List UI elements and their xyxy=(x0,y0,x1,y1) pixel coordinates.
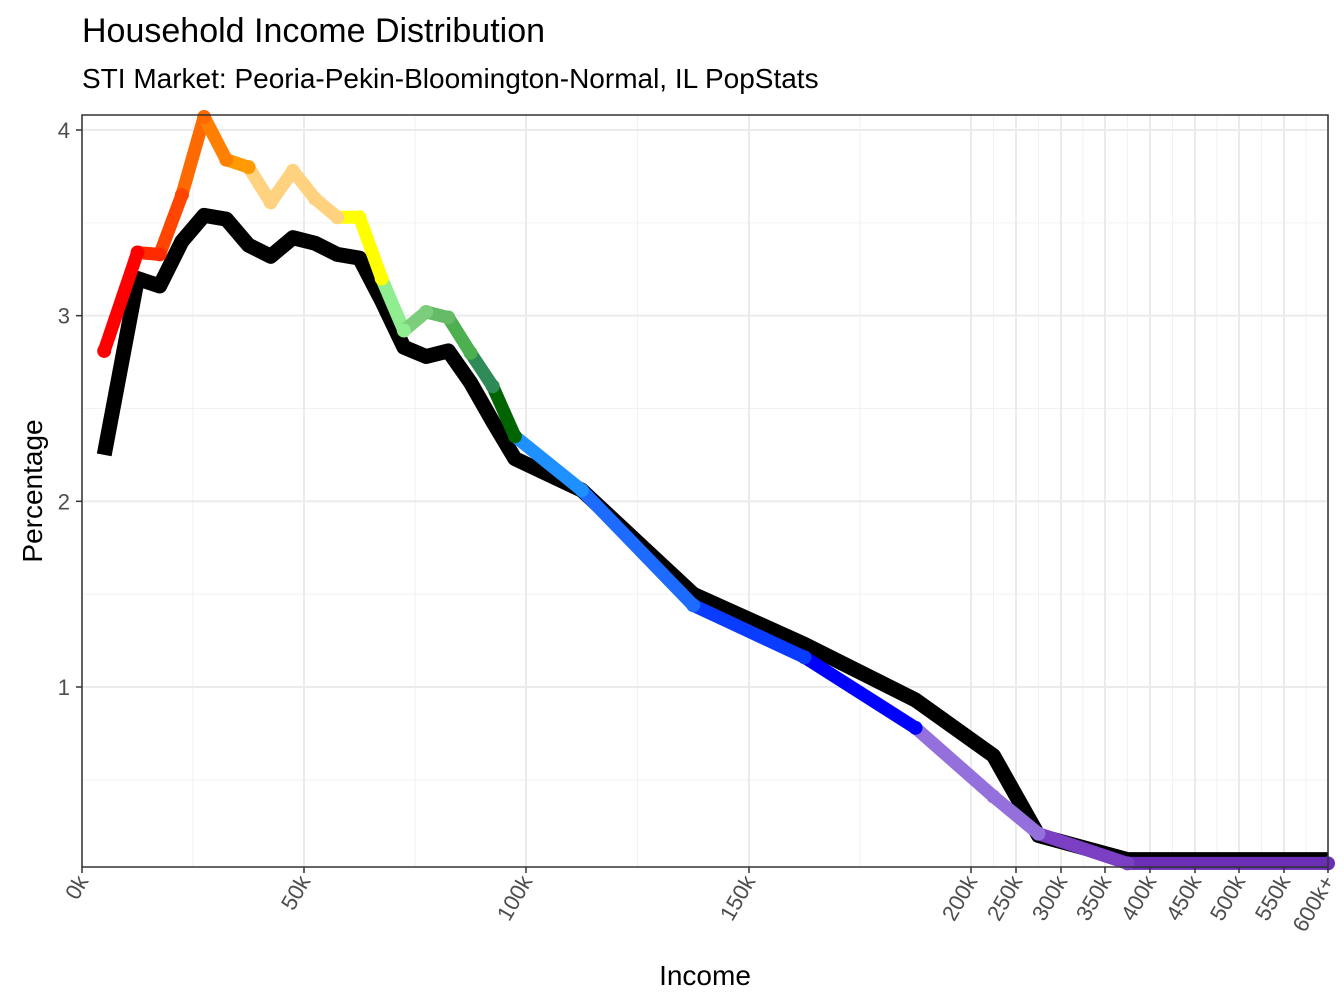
chart-title: Household Income Distribution xyxy=(82,12,546,50)
series-point xyxy=(152,247,167,262)
series-point xyxy=(1120,856,1135,871)
series-point xyxy=(463,345,478,360)
series-segment xyxy=(508,429,589,497)
series-point xyxy=(797,650,812,665)
series-point xyxy=(485,379,500,394)
series-point xyxy=(441,310,456,325)
x-tick-label: 600k+ xyxy=(1287,871,1339,936)
series-segment xyxy=(486,379,522,443)
x-tick-label: 300k xyxy=(1027,870,1073,925)
series-point xyxy=(330,210,345,225)
y-tick-label: 2 xyxy=(58,489,70,514)
series-point xyxy=(97,343,112,358)
x-tick-label: 50k xyxy=(276,870,316,914)
series-point xyxy=(308,191,323,206)
series-point xyxy=(396,323,411,338)
series-segment xyxy=(197,110,233,167)
series-segment xyxy=(575,483,700,612)
series-point xyxy=(574,483,589,498)
series-layer xyxy=(96,110,1335,871)
series-point xyxy=(507,429,522,444)
series-point xyxy=(419,304,434,319)
y-tick-label: 1 xyxy=(58,675,70,700)
x-tick-label: 400k xyxy=(1116,870,1162,925)
series-segment xyxy=(175,110,211,202)
x-tick-label: 150k xyxy=(715,870,761,925)
series-point xyxy=(219,152,234,167)
x-tick-label: 200k xyxy=(937,870,983,925)
chart-subtitle: STI Market: Peoria-Pekin-Bloomington-Nor… xyxy=(82,63,819,94)
series-point xyxy=(1031,826,1046,841)
x-tick-label: 100k xyxy=(492,870,538,925)
series-segment xyxy=(987,790,1045,841)
series-point xyxy=(197,110,212,125)
series-segment xyxy=(686,598,811,664)
series-segment xyxy=(353,210,389,286)
x-tick-label: 0k xyxy=(60,870,94,903)
series-segment xyxy=(375,272,411,338)
series-segment xyxy=(798,650,922,735)
series-segment xyxy=(1032,827,1134,870)
series-segment xyxy=(909,721,1000,804)
y-axis-title: Percentage xyxy=(17,419,48,562)
x-tick-label: 350k xyxy=(1071,870,1117,925)
series-point xyxy=(285,163,300,178)
x-tick-label: 250k xyxy=(982,870,1028,925)
series-point xyxy=(352,210,367,225)
x-tick-label: 550k xyxy=(1250,870,1296,925)
y-tick-label: 4 xyxy=(58,118,70,143)
panel-border xyxy=(81,114,1329,868)
series-point xyxy=(908,720,923,735)
x-tick-label: 450k xyxy=(1161,870,1207,925)
panel-background xyxy=(82,115,1328,867)
series-point xyxy=(130,245,145,260)
series-line-colored xyxy=(97,110,1335,871)
series-line-black xyxy=(96,207,1328,868)
series-point xyxy=(374,271,389,286)
series-point xyxy=(986,789,1001,804)
x-tick-label: 500k xyxy=(1205,870,1251,925)
series-segment xyxy=(97,246,144,358)
series-segment xyxy=(153,188,189,261)
x-axis-title: Income xyxy=(659,960,751,991)
series-point xyxy=(686,598,701,613)
y-tick-label: 3 xyxy=(58,304,70,329)
series-point xyxy=(241,160,256,175)
series-point xyxy=(174,187,189,202)
series-point xyxy=(263,195,278,210)
